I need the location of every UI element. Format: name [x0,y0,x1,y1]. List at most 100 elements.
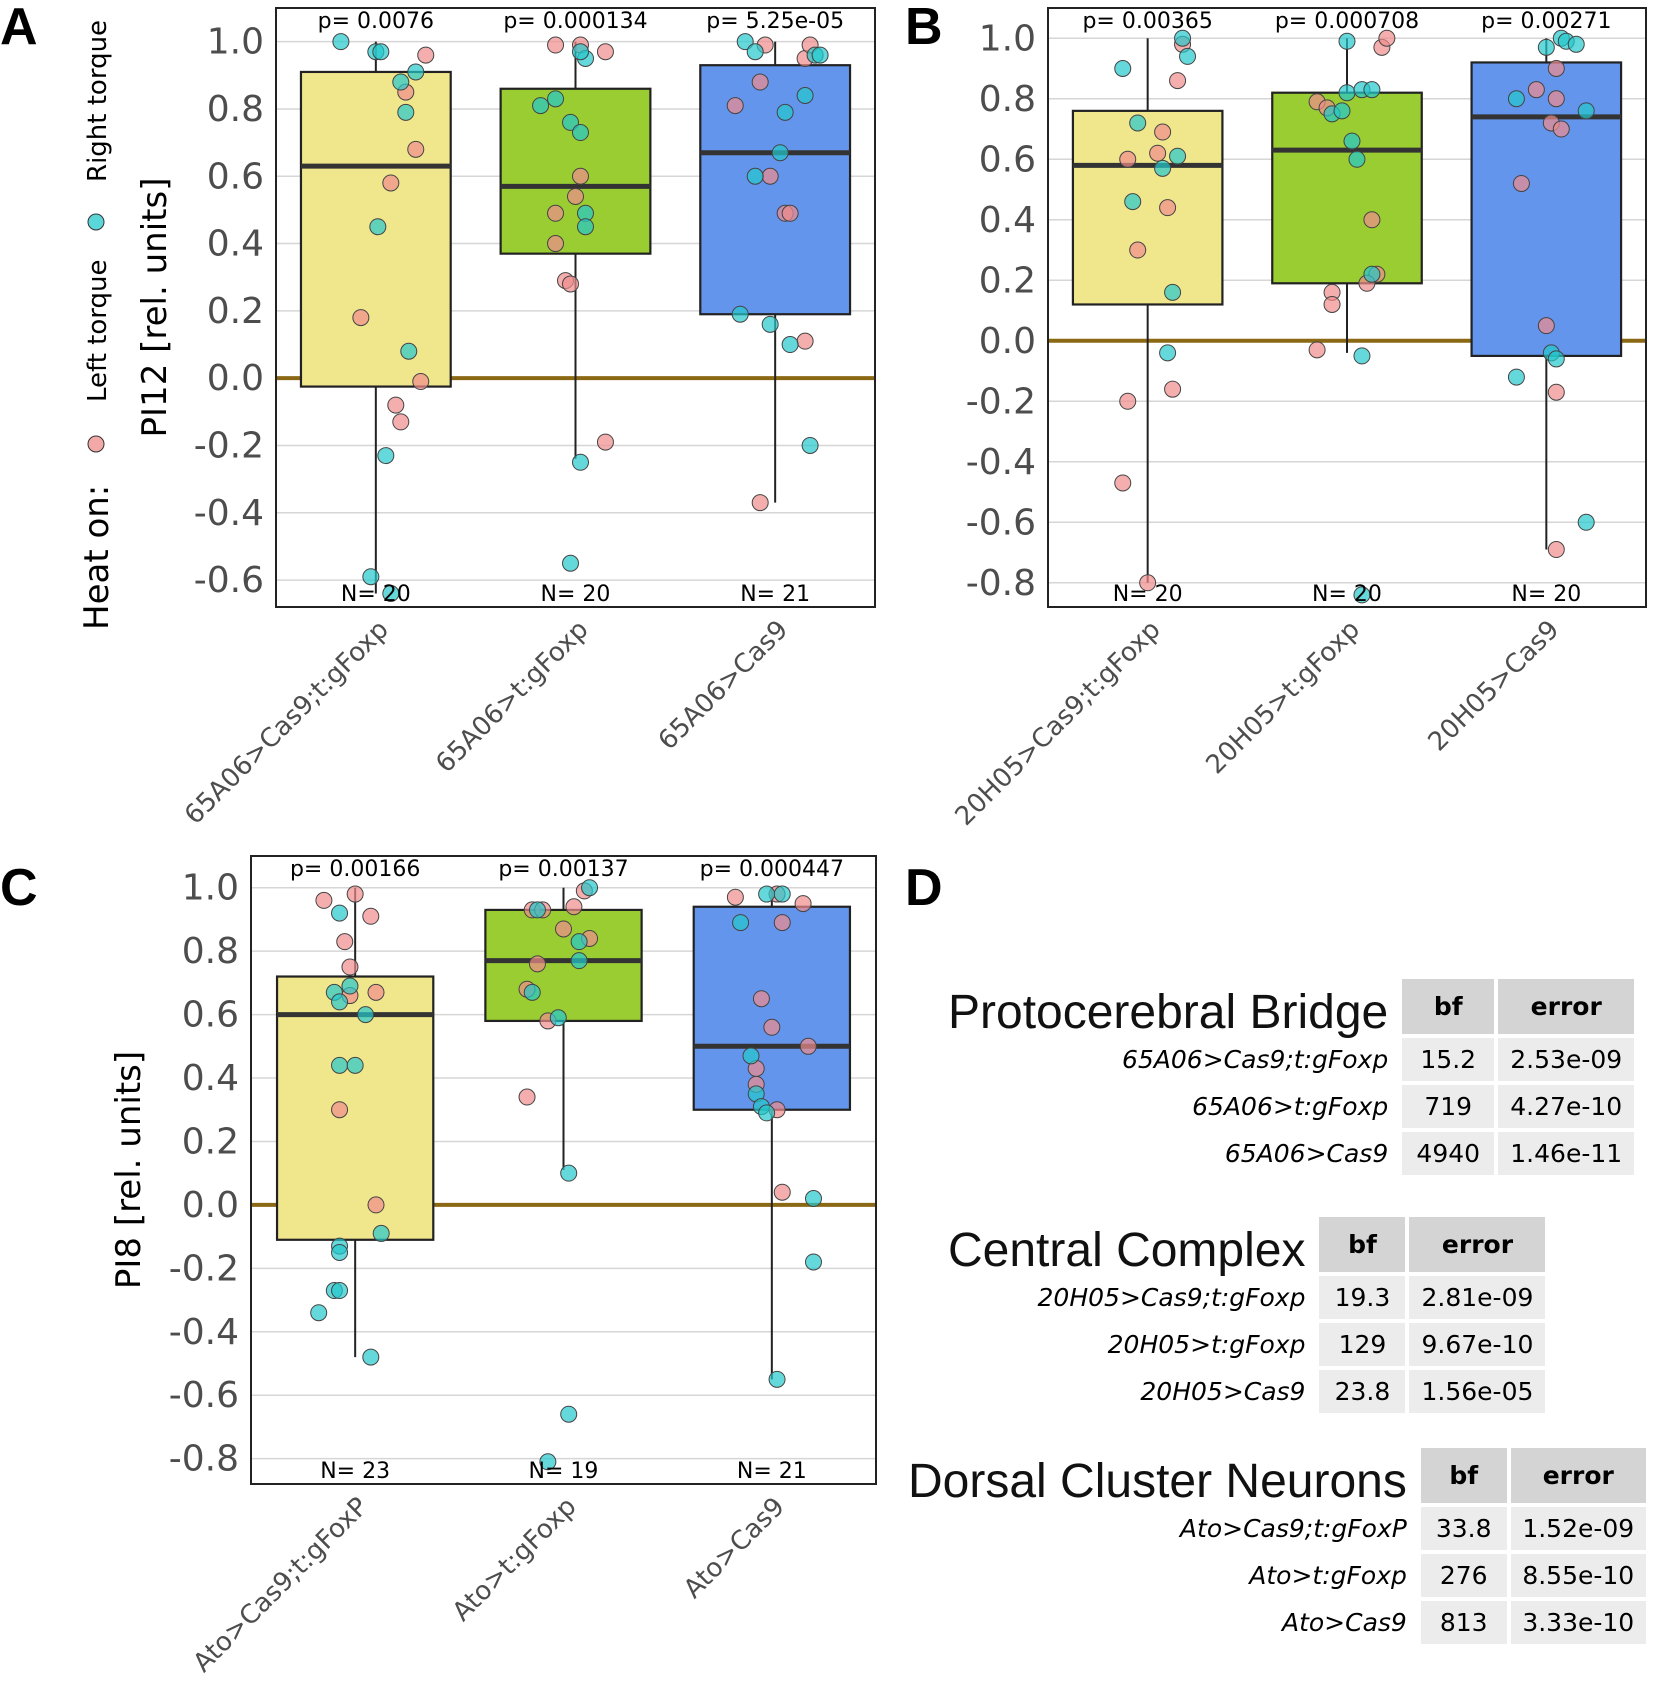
y-tick-label: 0.2 [182,1121,239,1162]
data-point-right-torque [771,144,789,162]
data-point-right-torque [332,33,350,51]
data-point-left-torque [763,1018,781,1036]
data-point-left-torque [555,920,572,938]
data-point-left-torque [1119,392,1137,410]
y-tick-label: -0.8 [169,1439,239,1480]
data-point-left-torque [751,73,769,91]
n-label: N= 19 [529,1459,599,1484]
legend-label-right: Right torque [83,20,113,182]
table-block-pb: Protocerebral Bridge bf error 65A06>Cas9… [940,975,1640,1179]
y-tick-label: -0.4 [169,1312,239,1353]
row-label: Ato>t:gFoxp [1249,1561,1407,1590]
data-point-right-torque [1338,32,1356,50]
data-point-right-torque [581,879,599,897]
cell-bf: 15.2 [1402,1038,1495,1081]
y-tick-label: -0.4 [966,442,1036,483]
box [275,975,435,1241]
data-point-right-torque [331,1282,349,1300]
data-point-right-torque [523,983,541,1001]
y-tick-label: 1.0 [182,868,239,909]
y-tick-label: 0.4 [182,1058,239,1099]
plot-border [250,855,877,1485]
cell-error: 3.33e-10 [1510,1601,1646,1644]
data-point-right-torque [746,167,764,185]
col-header-error: error [1510,1448,1646,1503]
table-row: 65A06>t:gFoxp 719 4.27e-10 [944,1085,1635,1128]
data-point-right-torque [341,977,359,995]
cell-bf: 19.3 [1319,1276,1406,1319]
table-block-dcn: Dorsal Cluster Neurons bf error Ato>Cas9… [900,1444,1650,1648]
cell-bf: 719 [1402,1085,1495,1128]
data-point-left-torque [1547,60,1565,78]
y-tick-label: -0.4 [194,493,264,534]
y-tick-label: 0.0 [979,321,1036,362]
cell-bf: 23.8 [1319,1370,1406,1413]
y-tick-label: 0.2 [979,260,1036,301]
data-point-right-torque [331,904,349,922]
data-point-right-torque [1363,265,1381,283]
data-point-left-torque [1512,174,1530,192]
data-point-left-torque [367,1196,385,1214]
data-point-right-torque [576,218,594,236]
y-tick-label: 0.4 [207,224,264,265]
data-point-right-torque [331,993,349,1011]
col-header-bf: bf [1420,1448,1507,1503]
legend: Heat on: Left torque Right torque [77,20,117,630]
p-value-label: p= 0.000447 [700,857,844,882]
data-point-right-torque [570,952,588,970]
data-point-left-torque [362,907,380,925]
n-label: N= 20 [541,582,611,607]
data-point-right-torque [346,1056,364,1074]
data-point-left-torque [336,933,354,951]
y-tick-label: -0.6 [169,1375,239,1416]
row-label: 65A06>Cas9 [1224,1139,1389,1168]
table-row: 65A06>Cas9;t:gFoxp 15.2 2.53e-09 [944,1038,1635,1081]
data-point-right-torque [773,885,791,903]
table-row: Ato>t:gFoxp 276 8.55e-10 [904,1554,1646,1597]
bf-table-dcn: Dorsal Cluster Neurons bf error Ato>Cas9… [900,1444,1650,1648]
data-point-left-torque [596,433,614,451]
cell-error: 2.53e-09 [1498,1038,1635,1081]
data-point-right-torque [372,1224,390,1242]
data-point-left-torque [565,898,583,916]
panel-letter-a: A [0,0,38,56]
data-point-left-torque [346,885,364,903]
p-value-label: p= 0.00166 [290,857,420,882]
box [1071,109,1224,306]
data-point-right-torque [732,914,750,932]
data-point-right-torque [811,46,829,64]
y-tick-label: 1.0 [207,22,264,63]
p-value-label: p= 0.0076 [318,9,434,34]
chart-panel-c: 1.0 0.8 0.6 0.4 0.2 0.0 -0.2 -0.4 -0.6 -0.8 p= 0.0… [109,855,877,1678]
data-point-left-torque [387,396,405,414]
data-point-right-torque [1174,29,1192,47]
legend-swatch-left [87,435,105,453]
data-point-left-torque [1378,29,1396,47]
data-point-left-torque [547,235,565,253]
data-point-right-torque [731,305,749,323]
box [1271,91,1423,285]
data-point-left-torque [1154,123,1172,141]
data-point-right-torque [1129,114,1147,132]
data-point-right-torque [1124,193,1142,211]
box [699,64,852,316]
table-row: 20H05>t:gFoxp 129 9.67e-10 [944,1323,1546,1366]
table-row: Ato>Cas9 813 3.33e-10 [904,1601,1646,1644]
legend-swatch-right [87,213,105,231]
x-tick-label: 20H05>Cas9 [1423,615,1566,758]
data-point-left-torque [518,1088,536,1106]
data-point-left-torque [1119,150,1137,168]
data-point-right-torque [1169,147,1187,165]
table-title: Protocerebral Bridge [948,986,1389,1039]
cell-error: 8.55e-10 [1510,1554,1646,1597]
x-tick-label: 20H05>Cas9;t:gFoxp [950,615,1167,832]
data-point-left-torque [794,895,812,913]
data-point-right-torque [397,103,415,121]
bf-table-cx: Central Complex bf error 20H05>Cas9;t:gF… [940,1213,1549,1417]
data-point-right-torque [560,1164,578,1182]
y-tick-label: 0.0 [207,358,264,399]
data-point-right-torque [796,86,814,104]
y-tick-label: -0.2 [194,425,264,466]
data-point-right-torque [776,103,794,121]
row-label: 65A06>Cas9;t:gFoxp [1121,1045,1389,1074]
